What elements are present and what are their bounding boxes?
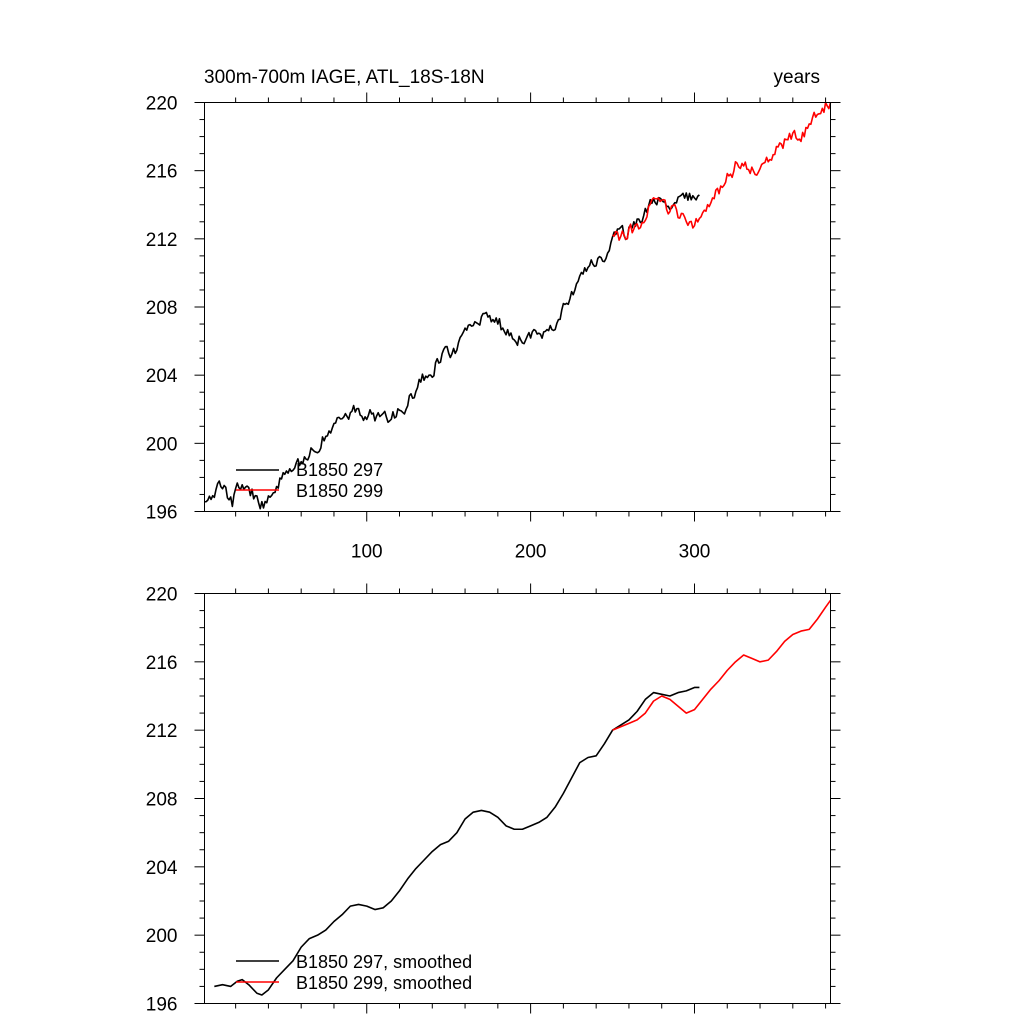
plot-lines — [214, 599, 832, 996]
series-line-b1850-297 — [214, 686, 700, 996]
panel-bottom: 196 200 204 208 212 216 220 B1850 297, smoothe… — [146, 583, 841, 1016]
y-tick-label: 204 — [146, 858, 178, 879]
plot-frame — [204, 102, 831, 512]
panel-top: 300m-700m IAGE, ATL_18S-18N years 196 200… — [146, 67, 841, 563]
panel-title-right: years — [774, 67, 820, 88]
y-tick-label: 196 — [146, 995, 178, 1016]
y-tick-label: 196 — [146, 503, 178, 524]
legend-label-red: B1850 299, smoothed — [296, 973, 472, 993]
legend-label-red: B1850 299 — [296, 481, 383, 501]
y-tick-label: 200 — [146, 434, 178, 455]
y-tick-label: 220 — [146, 585, 178, 606]
legend: B1850 297 B1850 299 — [236, 460, 383, 501]
y-tick-label: 208 — [146, 790, 178, 811]
series-line-b1850-299 — [612, 101, 832, 241]
y-tick-label: 216 — [146, 162, 178, 183]
y-tick-label: 200 — [146, 926, 178, 947]
y-tick-label: 204 — [146, 366, 178, 387]
panel-title: 300m-700m IAGE, ATL_18S-18N — [204, 67, 485, 88]
y-tick-label: 212 — [146, 721, 178, 742]
plot-frame — [204, 593, 831, 1004]
y-tick-label: 216 — [146, 653, 178, 674]
axis-ticks: 196 200 204 208 212 216 220 100 200 300 — [146, 92, 841, 563]
legend-label-black: B1850 297, smoothed — [296, 952, 472, 972]
legend-label-black: B1850 297 — [296, 460, 383, 480]
y-tick-label: 212 — [146, 230, 178, 251]
series-line-b1850-297 — [204, 192, 700, 510]
plot-lines — [204, 101, 832, 510]
series-line-b1850-299 — [612, 599, 832, 731]
y-tick-label: 208 — [146, 298, 178, 319]
y-tick-label: 220 — [146, 94, 178, 115]
x-tick-label: 300 — [679, 542, 711, 563]
x-tick-label: 200 — [515, 542, 547, 563]
legend: B1850 297, smoothed B1850 299, smoothed — [236, 952, 472, 993]
axis-ticks: 196 200 204 208 212 216 220 — [146, 583, 841, 1016]
x-tick-label: 100 — [351, 542, 383, 563]
